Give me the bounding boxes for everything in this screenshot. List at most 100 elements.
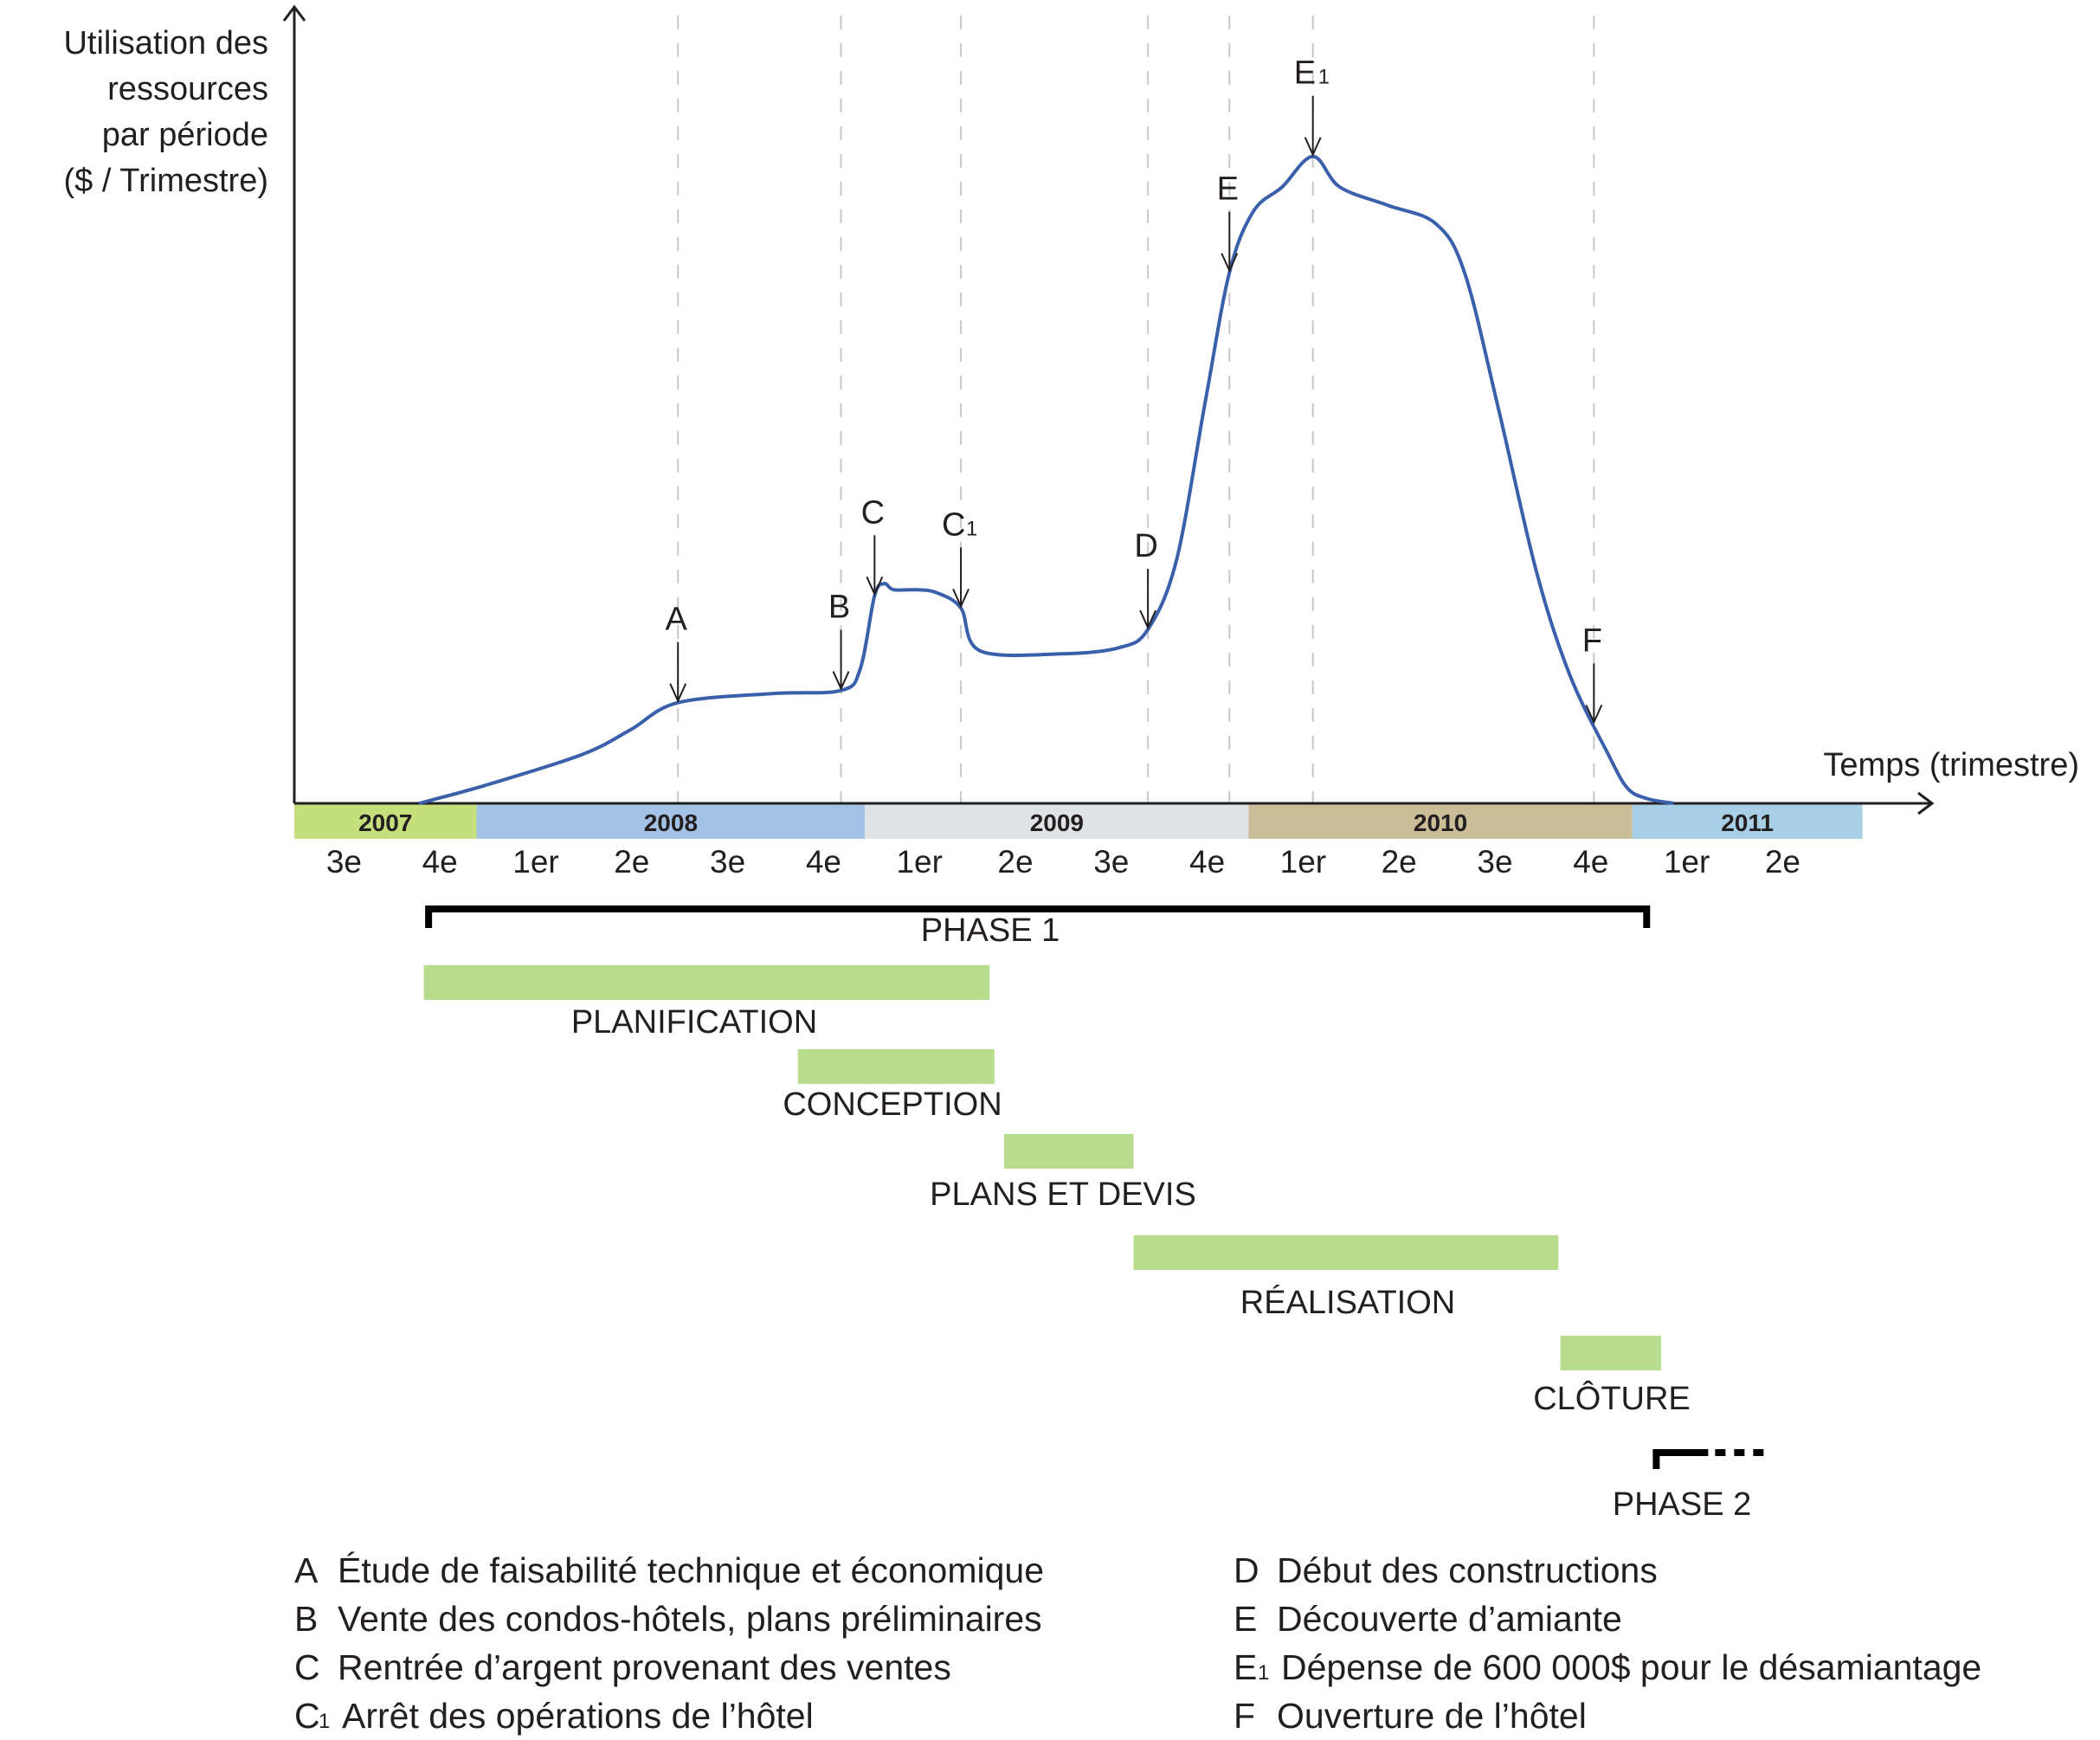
quarter-label-7: 2e: [997, 844, 1033, 880]
legend-text-1: Vente des condos-hôtels, plans prélimina…: [338, 1599, 1042, 1639]
year-band: 2007 2008 2009 2010 2011: [294, 804, 1863, 839]
quarter-label-8: 3e: [1093, 844, 1129, 880]
legend-text-0: Étude de faisabilité technique et économ…: [338, 1550, 1044, 1590]
marker-arrowhead-3: [952, 588, 969, 609]
legend-text-3: Arrêt des opérations de l’hôtel: [342, 1696, 814, 1736]
marker-arrowhead-4: [1139, 609, 1157, 630]
year-segment-2007: [294, 804, 477, 839]
legend-text-6: Dépense de 600 000$ pour le désamiantage: [1281, 1647, 1981, 1687]
marker-label-2: C: [861, 494, 885, 531]
activity-label-1: CONCEPTION: [783, 1086, 1002, 1123]
phase-2-bracket: [1652, 1449, 1709, 1469]
activity-label-3: RÉALISATION: [1240, 1284, 1455, 1321]
activity-bar-3: [1133, 1235, 1559, 1270]
marker-F: F: [1582, 622, 1603, 725]
marker-C: C: [861, 494, 885, 596]
x-axis-label: Temps (trimestre): [1823, 747, 2079, 783]
quarter-label-9: 4e: [1189, 844, 1225, 880]
y-axis-label-line-1: ressources: [107, 71, 268, 107]
marker-label-3: C: [942, 506, 965, 543]
legend-key-6: E: [1234, 1647, 1257, 1687]
phase-1-bracket: [425, 905, 1651, 928]
marker-label-5: E: [1217, 171, 1239, 208]
year-segment-2011: [1632, 804, 1863, 839]
legend-key-0: A: [294, 1550, 319, 1590]
year-label-2008: 2008: [644, 809, 698, 836]
quarter-label-15: 2e: [1765, 844, 1800, 880]
legend-key-sub-3: 1: [319, 1710, 330, 1733]
quarter-label-1: 4e: [422, 844, 458, 880]
quarter-label-4: 3e: [710, 844, 745, 880]
marker-label-4: D: [1134, 528, 1157, 564]
activity-bar-0: [423, 965, 990, 1000]
axes: [282, 4, 1935, 815]
legend-item-E1: E 1 Dépense de 600 000$ pour le désamianta…: [1234, 1647, 1981, 1687]
legend-text-4: Début des constructions: [1277, 1550, 1658, 1590]
phase-2-label: PHASE 2: [1613, 1486, 1752, 1523]
activity-2: PLANS ET DEVIS: [930, 1134, 1196, 1213]
marker-label-0: A: [666, 602, 688, 638]
legend-item-C1: C1 Arrêt des opérations de l’hôtel: [294, 1696, 814, 1736]
marker-label-6: E: [1294, 55, 1316, 92]
marker-arrowhead-5: [1221, 253, 1239, 274]
phase-brackets: PHASE 1 PHASE 2: [425, 905, 1767, 1523]
legend-key-3: C: [294, 1696, 320, 1736]
legend-text-2: Rentrée d’argent provenant des ventes: [338, 1647, 951, 1687]
y-axis-label: Utilisation des ressources par période ($ /…: [63, 25, 268, 199]
year-segment-2009: [865, 804, 1249, 839]
y-axis-label-line-0: Utilisation des: [63, 25, 268, 61]
resource-curve: [418, 154, 1674, 805]
marker-E: E: [1217, 171, 1239, 274]
activity-bar-2: [1003, 1134, 1134, 1169]
year-label-2011: 2011: [1721, 809, 1774, 836]
y-axis-arrow: [282, 4, 306, 22]
quarter-label-0: 3e: [326, 844, 362, 880]
quarter-label-5: 4e: [806, 844, 841, 880]
activity-0: PLANIFICATION: [423, 965, 990, 1041]
legend-key-sub-6: 1: [1258, 1661, 1269, 1685]
activity-4: CLÔTURE: [1533, 1336, 1691, 1417]
phase-1-label: PHASE 1: [921, 912, 1060, 949]
year-label-2009: 2009: [1030, 809, 1084, 836]
marker-label-7: F: [1582, 622, 1602, 659]
quarter-label-11: 2e: [1382, 844, 1417, 880]
legend-key-7: F: [1234, 1696, 1255, 1736]
legend-text-5: Découverte d’amiante: [1277, 1599, 1622, 1639]
legend-key-2: C: [294, 1647, 320, 1687]
marker-D: D: [1134, 528, 1158, 630]
marker-label-1: B: [828, 590, 850, 626]
x-axis-arrow: [1917, 791, 1935, 815]
year-segment-2010: [1248, 804, 1633, 839]
legend-key-5: E: [1234, 1599, 1257, 1639]
legend-item-A: A Étude de faisabilité technique et écono…: [294, 1550, 1044, 1590]
marker-arrowhead-7: [1585, 704, 1603, 725]
quarter-label-3: 2e: [614, 844, 649, 880]
legend-item-D: D Début des constructions: [1234, 1550, 1658, 1590]
event-legend: A Étude de faisabilité technique et écono…: [294, 1550, 1981, 1736]
quarter-label-6: 1er: [896, 844, 942, 880]
activity-1: CONCEPTION: [783, 1049, 1002, 1123]
quarter-label-2: 1er: [512, 844, 558, 880]
quarter-label-12: 3e: [1477, 844, 1512, 880]
legend-item-C: C Rentrée d’argent provenant des ventes: [294, 1647, 951, 1687]
activity-label-0: PLANIFICATION: [571, 1004, 817, 1041]
legend-item-B: B Vente des condos-hôtels, plans prélimin…: [294, 1599, 1042, 1639]
legend-key-4: D: [1234, 1550, 1259, 1590]
marker-arrowhead-1: [832, 671, 850, 692]
legend-key-1: B: [294, 1599, 318, 1639]
quarter-label-13: 4e: [1573, 844, 1608, 880]
legend-text-7: Ouverture de l’hôtel: [1277, 1696, 1587, 1736]
activity-bars: PLANIFICATION CONCEPTION PLANS ET DEVIS RÉA…: [423, 965, 1691, 1417]
legend-item-E: E Découverte d’amiante: [1234, 1599, 1622, 1639]
quarter-tick-labels: 3e 4e 1er 2e 3e 4e 1er 2e 3e 4e 1er 2e 3e 4e 1er 2e: [326, 844, 1800, 880]
marker-sub-3: 1: [966, 517, 977, 540]
y-axis-label-line-2: par période: [102, 117, 268, 153]
year-label-2007: 2007: [358, 809, 412, 836]
marker-arrowhead-2: [866, 576, 884, 596]
year-label-2010: 2010: [1414, 809, 1467, 836]
quarter-label-10: 1er: [1280, 844, 1326, 880]
legend-item-F: F Ouverture de l’hôtel: [1234, 1696, 1587, 1736]
